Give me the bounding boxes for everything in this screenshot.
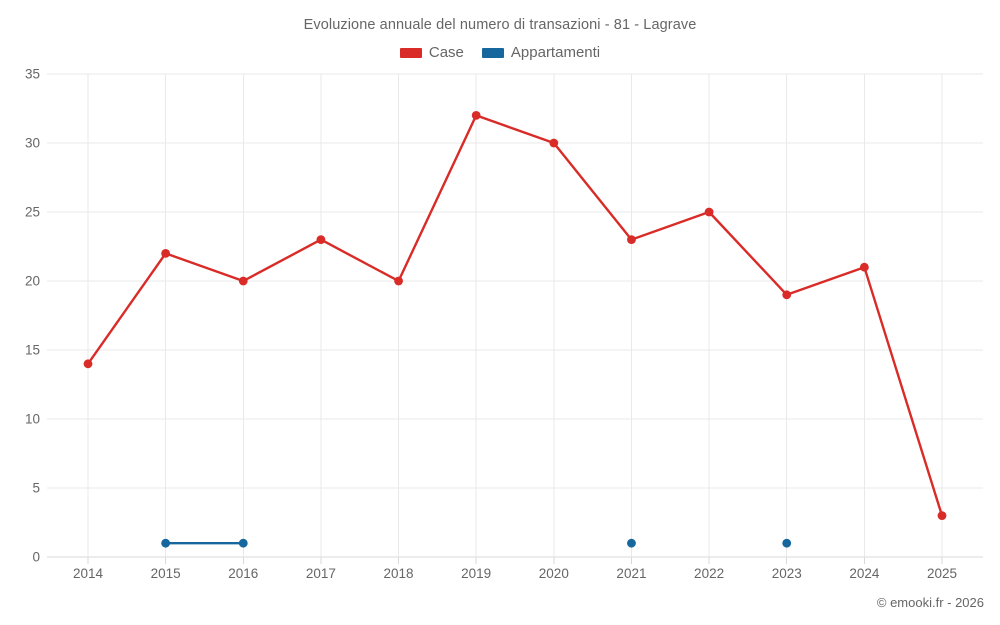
data-point-appartamenti-2016[interactable]: [238, 538, 248, 548]
y-tick-label: 15: [24, 342, 40, 358]
legend-item-appartamenti[interactable]: Appartamenti: [481, 44, 601, 61]
x-tick-label: 2020: [538, 566, 569, 581]
x-tick-label: 2019: [461, 566, 492, 581]
legend-swatch-appartamenti: [481, 47, 504, 58]
legend-item-case[interactable]: Case: [399, 44, 464, 61]
data-point-appartamenti-2015[interactable]: [161, 538, 171, 548]
data-point-case-2016[interactable]: [238, 276, 248, 286]
data-point-case-2025[interactable]: [937, 511, 947, 520]
x-tick-label: 2022: [694, 566, 725, 581]
y-axis: 0 5 10 15 20 25 30 35: [0, 0, 40, 625]
page-title: Evoluzione annuale del numero di transaz…: [303, 17, 697, 33]
data-point-case-2018[interactable]: [394, 276, 403, 286]
data-point-case-2019[interactable]: [471, 111, 481, 120]
y-tick-label: 35: [24, 66, 40, 82]
y-tick-label: 5: [32, 480, 40, 496]
data-point-case-2024[interactable]: [859, 262, 869, 272]
data-point-case-2015[interactable]: [161, 249, 171, 258]
footer-credit: © emooki.fr - 2026: [876, 595, 984, 610]
x-tick-label: 2016: [228, 566, 259, 581]
x-tick-label: 2017: [305, 566, 336, 581]
x-tick-label: 2014: [72, 566, 104, 581]
plot-svg: [47, 73, 983, 564]
data-point-appartamenti-2021[interactable]: [627, 538, 636, 548]
x-tick-label: 2015: [150, 566, 181, 581]
legend-label-appartamenti: Appartamenti: [510, 44, 601, 61]
data-point-case-2014[interactable]: [83, 359, 93, 369]
x-tick-label: 2024: [849, 566, 880, 581]
y-tick-label: 0: [32, 549, 40, 565]
x-tick-label: 2018: [383, 566, 414, 581]
data-point-case-2017[interactable]: [316, 235, 326, 245]
x-tick-label: 2021: [616, 566, 647, 581]
legend-label-case: Case: [428, 44, 464, 61]
plot-area: [47, 73, 983, 564]
x-tick-label: 2025: [926, 566, 958, 581]
x-tick-label: 2023: [771, 566, 802, 581]
y-tick-label: 25: [24, 204, 40, 220]
axis-ticks: [87, 557, 943, 564]
chart-legend: Case Appartamenti: [0, 44, 1000, 61]
data-point-case-2022[interactable]: [704, 207, 714, 217]
data-point-case-2023[interactable]: [782, 290, 792, 300]
data-series: [83, 111, 947, 548]
gridlines: [47, 73, 983, 558]
legend-swatch-case: [399, 47, 422, 58]
data-point-appartamenti-2023[interactable]: [782, 538, 792, 548]
data-point-case-2020[interactable]: [549, 138, 559, 148]
series-line-case: [86, 114, 944, 517]
y-tick-label: 20: [24, 273, 40, 289]
y-tick-label: 30: [24, 135, 40, 151]
y-tick-label: 10: [24, 411, 40, 427]
data-point-case-2021[interactable]: [627, 235, 636, 245]
